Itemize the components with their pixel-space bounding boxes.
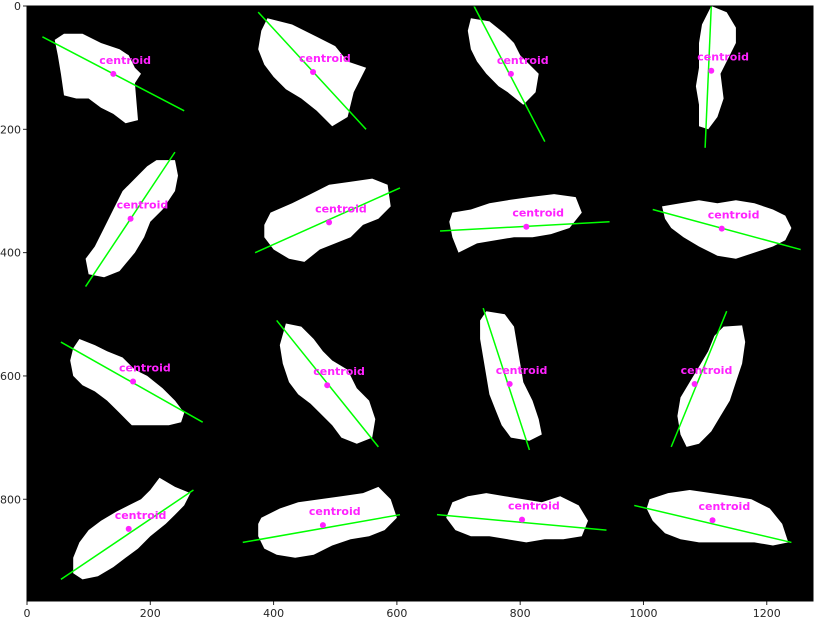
centroid-dot-16 — [709, 517, 716, 524]
centroid-label-1: centroid — [99, 54, 151, 67]
centroid-dot-4 — [708, 67, 715, 74]
x-tick-label: 800 — [510, 607, 531, 620]
x-tick-label: 1000 — [629, 607, 657, 620]
centroid-dot-14 — [319, 522, 326, 529]
centroid-label-2: centroid — [299, 52, 351, 65]
centroid-label-5: centroid — [117, 199, 169, 212]
centroid-dot-10 — [324, 382, 331, 389]
y-tick-label: 0 — [14, 0, 21, 13]
principal-axis-line-16 — [634, 504, 792, 544]
centroid-dot-2 — [310, 68, 317, 75]
x-tick-label: 0 — [24, 607, 31, 620]
principal-axis-line-13 — [60, 489, 194, 581]
x-tick-label: 400 — [263, 607, 284, 620]
x-tick-label: 600 — [386, 607, 407, 620]
blob-shape-1 — [54, 33, 142, 124]
centroid-dot-5 — [127, 215, 134, 222]
x-tick-label: 200 — [140, 607, 161, 620]
blob-shape-16 — [646, 490, 789, 546]
blob-shape-14 — [258, 486, 397, 558]
y-tick-label: 800 — [0, 493, 21, 506]
centroid-layer: centroid centroid centroid centroid centroid… — [99, 51, 759, 532]
ticks-layer: 0 200 400 600 800 1000 1200 0 200 400 600 800 — [0, 0, 781, 620]
centroid-dot-11 — [506, 380, 513, 387]
centroid-dot-12 — [691, 380, 698, 387]
centroid-label-7: centroid — [512, 207, 564, 220]
centroid-label-6: centroid — [315, 202, 367, 215]
blob-shape-13 — [73, 477, 191, 580]
principal-axis-line-12 — [670, 310, 728, 448]
centroid-dot-1 — [110, 70, 117, 77]
principal-axis-line-14 — [242, 513, 401, 544]
centroid-label-8: centroid — [708, 209, 760, 222]
principal-axis-line-8 — [652, 208, 801, 251]
centroid-label-14: centroid — [309, 505, 361, 518]
blob-shape-15 — [446, 493, 588, 543]
centroid-dot-15 — [519, 516, 526, 523]
centroid-dot-7 — [523, 223, 530, 230]
y-tick-label: 400 — [0, 247, 21, 260]
x-tick-label: 1200 — [753, 607, 781, 620]
principal-axis-line-4 — [704, 5, 713, 148]
centroid-dot-9 — [130, 378, 137, 385]
blob-shape-7 — [449, 194, 582, 253]
centroid-label-11: centroid — [496, 364, 548, 377]
centroid-dot-6 — [326, 219, 333, 226]
y-tick-label: 200 — [0, 123, 21, 136]
y-tick-label: 600 — [0, 370, 21, 383]
centroid-label-15: centroid — [508, 500, 560, 513]
centroid-label-4: centroid — [697, 51, 749, 64]
blob-shape-9 — [70, 339, 185, 426]
blob-shape-4 — [695, 6, 736, 130]
centroid-dot-8 — [718, 225, 725, 232]
principal-axis-line-11 — [482, 307, 531, 451]
centroid-label-9: centroid — [119, 361, 171, 374]
centroid-label-12: centroid — [681, 364, 733, 377]
centroid-dot-3 — [507, 70, 514, 77]
plot-frame — [26, 5, 814, 602]
centroid-label-10: centroid — [313, 365, 365, 378]
centroid-label-3: centroid — [497, 54, 549, 67]
blob-shape-12 — [677, 325, 746, 447]
centroid-label-16: centroid — [699, 500, 751, 513]
centroid-label-13: centroid — [115, 509, 167, 522]
centroid-dot-13 — [125, 525, 132, 532]
